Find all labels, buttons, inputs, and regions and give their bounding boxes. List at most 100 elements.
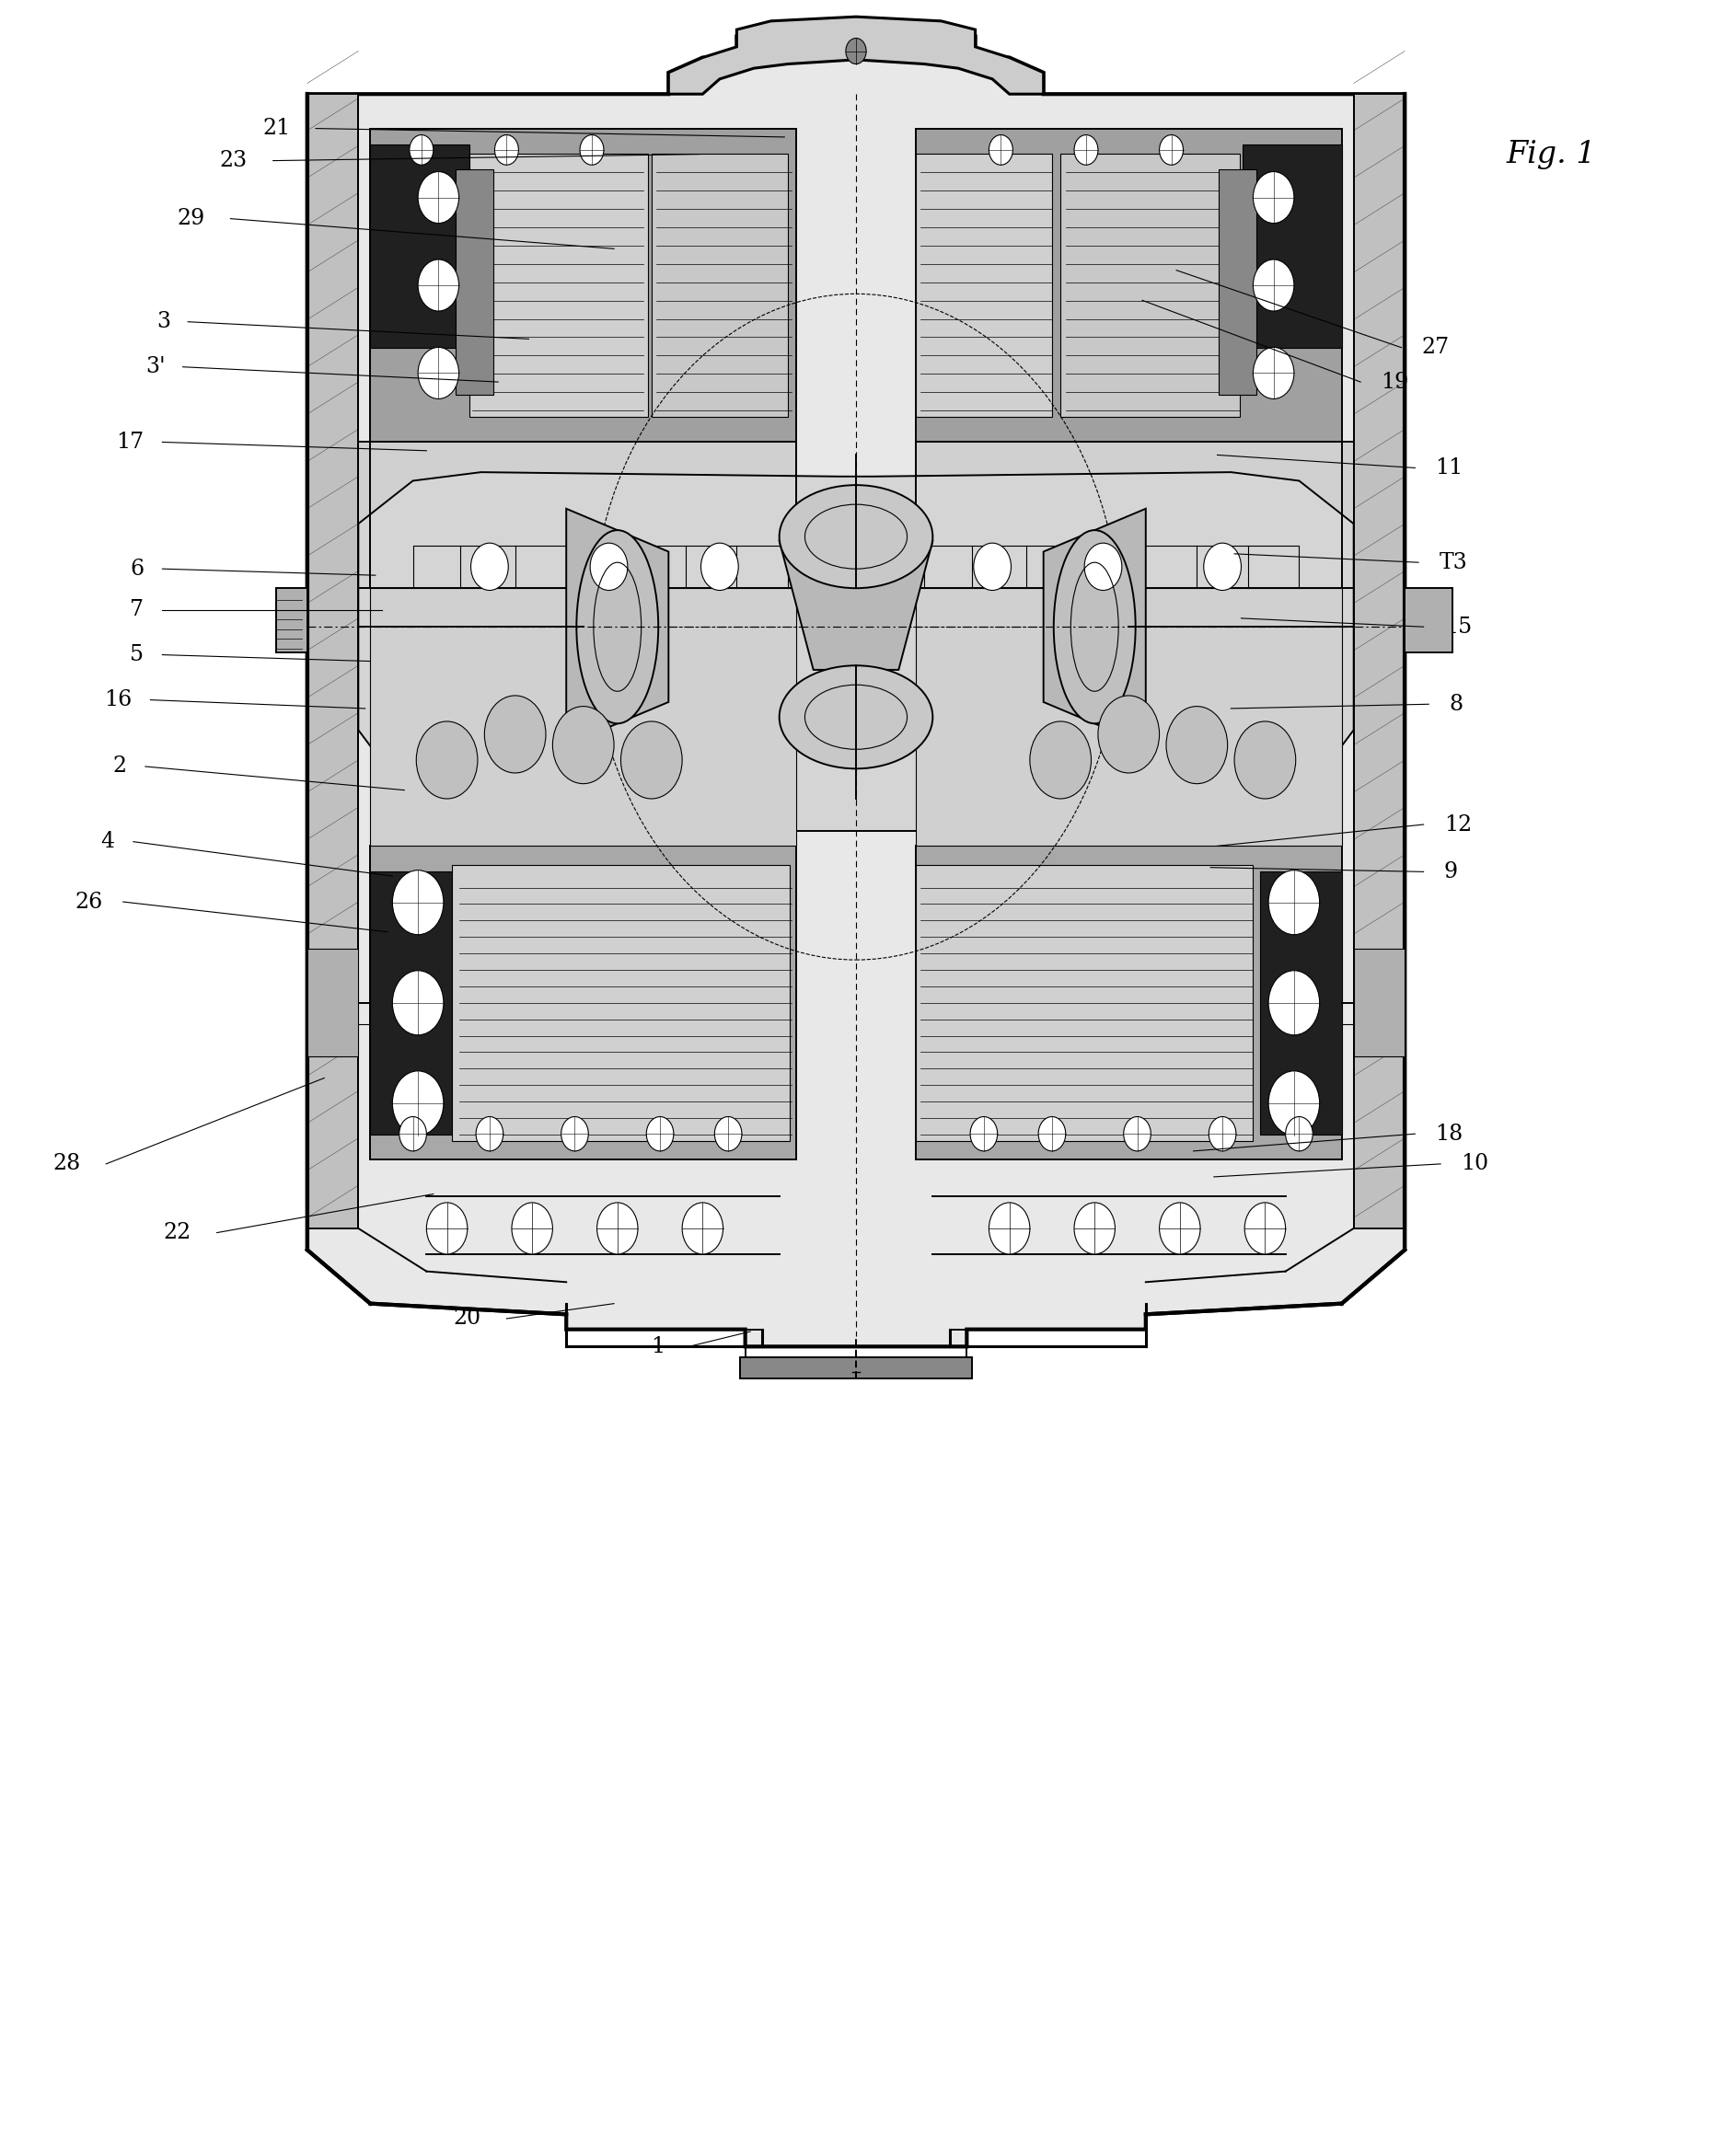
- Circle shape: [990, 136, 1014, 166]
- Circle shape: [484, 696, 546, 774]
- Bar: [370, 871, 452, 1134]
- Text: 23: 23: [219, 151, 248, 170]
- Circle shape: [1234, 722, 1296, 798]
- Text: 1: 1: [651, 1337, 666, 1356]
- Text: 5: 5: [130, 645, 144, 666]
- Bar: [1219, 168, 1257, 395]
- Text: T3: T3: [1438, 552, 1467, 573]
- Circle shape: [846, 39, 866, 65]
- Circle shape: [1286, 1117, 1313, 1151]
- Circle shape: [1097, 696, 1159, 774]
- Bar: [916, 865, 1253, 1141]
- Circle shape: [418, 259, 459, 310]
- Circle shape: [714, 1117, 741, 1151]
- Text: 8: 8: [1448, 694, 1464, 716]
- Text: 19: 19: [1382, 371, 1409, 392]
- Circle shape: [974, 543, 1012, 591]
- Bar: [277, 589, 306, 653]
- Circle shape: [1209, 1117, 1236, 1151]
- Circle shape: [409, 136, 433, 166]
- Bar: [1060, 153, 1239, 416]
- Bar: [1354, 95, 1406, 1229]
- Text: 26: 26: [75, 890, 103, 912]
- Circle shape: [971, 1117, 998, 1151]
- Text: 10: 10: [1460, 1153, 1489, 1175]
- Text: 9: 9: [1443, 860, 1459, 882]
- Circle shape: [1073, 1203, 1115, 1255]
- Circle shape: [1073, 136, 1097, 166]
- Text: Fig. 1: Fig. 1: [1507, 140, 1596, 168]
- Polygon shape: [567, 509, 668, 746]
- Circle shape: [495, 136, 519, 166]
- Circle shape: [700, 543, 738, 591]
- Circle shape: [1253, 172, 1294, 224]
- Circle shape: [1039, 1117, 1065, 1151]
- Bar: [370, 129, 796, 442]
- Text: 3': 3': [146, 356, 166, 377]
- Text: 21: 21: [262, 119, 289, 138]
- Text: 29: 29: [176, 209, 205, 229]
- Circle shape: [1245, 1203, 1286, 1255]
- Circle shape: [990, 1203, 1031, 1255]
- Bar: [370, 144, 469, 347]
- Text: 15: 15: [1443, 617, 1472, 638]
- Circle shape: [647, 1117, 673, 1151]
- Circle shape: [1166, 707, 1228, 783]
- Bar: [306, 95, 358, 1229]
- Bar: [1406, 589, 1452, 653]
- Bar: [1354, 949, 1406, 1056]
- Circle shape: [681, 1203, 722, 1255]
- Circle shape: [476, 1117, 503, 1151]
- Text: 2: 2: [113, 757, 127, 776]
- Circle shape: [1253, 259, 1294, 310]
- Circle shape: [418, 172, 459, 224]
- Bar: [1260, 871, 1342, 1134]
- Circle shape: [1084, 543, 1121, 591]
- Polygon shape: [1044, 509, 1145, 746]
- Polygon shape: [358, 472, 1354, 845]
- Circle shape: [1204, 543, 1241, 591]
- Bar: [652, 153, 788, 416]
- Bar: [306, 949, 358, 1056]
- Bar: [455, 168, 493, 395]
- Circle shape: [1159, 136, 1183, 166]
- Ellipse shape: [779, 485, 933, 589]
- Text: 6: 6: [130, 558, 144, 580]
- Circle shape: [416, 722, 478, 798]
- Circle shape: [562, 1117, 589, 1151]
- Text: 3: 3: [158, 310, 171, 332]
- Circle shape: [597, 1203, 639, 1255]
- Text: 20: 20: [454, 1309, 481, 1330]
- Circle shape: [392, 1072, 443, 1136]
- Circle shape: [1031, 722, 1091, 798]
- Bar: [916, 845, 1342, 1160]
- Bar: [358, 442, 796, 589]
- Text: 18: 18: [1435, 1123, 1464, 1145]
- Circle shape: [426, 1203, 467, 1255]
- Text: 16: 16: [104, 690, 132, 711]
- Bar: [1243, 144, 1342, 347]
- Text: 12: 12: [1443, 815, 1472, 834]
- Circle shape: [621, 722, 681, 798]
- Text: 28: 28: [53, 1153, 80, 1175]
- Polygon shape: [306, 22, 1406, 1348]
- Circle shape: [512, 1203, 553, 1255]
- Circle shape: [1253, 347, 1294, 399]
- Text: 11: 11: [1435, 457, 1464, 479]
- Circle shape: [418, 347, 459, 399]
- Bar: [916, 442, 1354, 589]
- Ellipse shape: [577, 530, 659, 724]
- Bar: [370, 845, 796, 1160]
- Circle shape: [553, 707, 615, 783]
- Bar: [469, 153, 649, 416]
- Text: 27: 27: [1423, 336, 1450, 358]
- Ellipse shape: [779, 666, 933, 770]
- Circle shape: [1269, 871, 1320, 936]
- Circle shape: [1123, 1117, 1150, 1151]
- Circle shape: [392, 871, 443, 936]
- Circle shape: [1159, 1203, 1200, 1255]
- Circle shape: [1269, 970, 1320, 1035]
- Polygon shape: [779, 541, 933, 671]
- Circle shape: [580, 136, 604, 166]
- Circle shape: [591, 543, 628, 591]
